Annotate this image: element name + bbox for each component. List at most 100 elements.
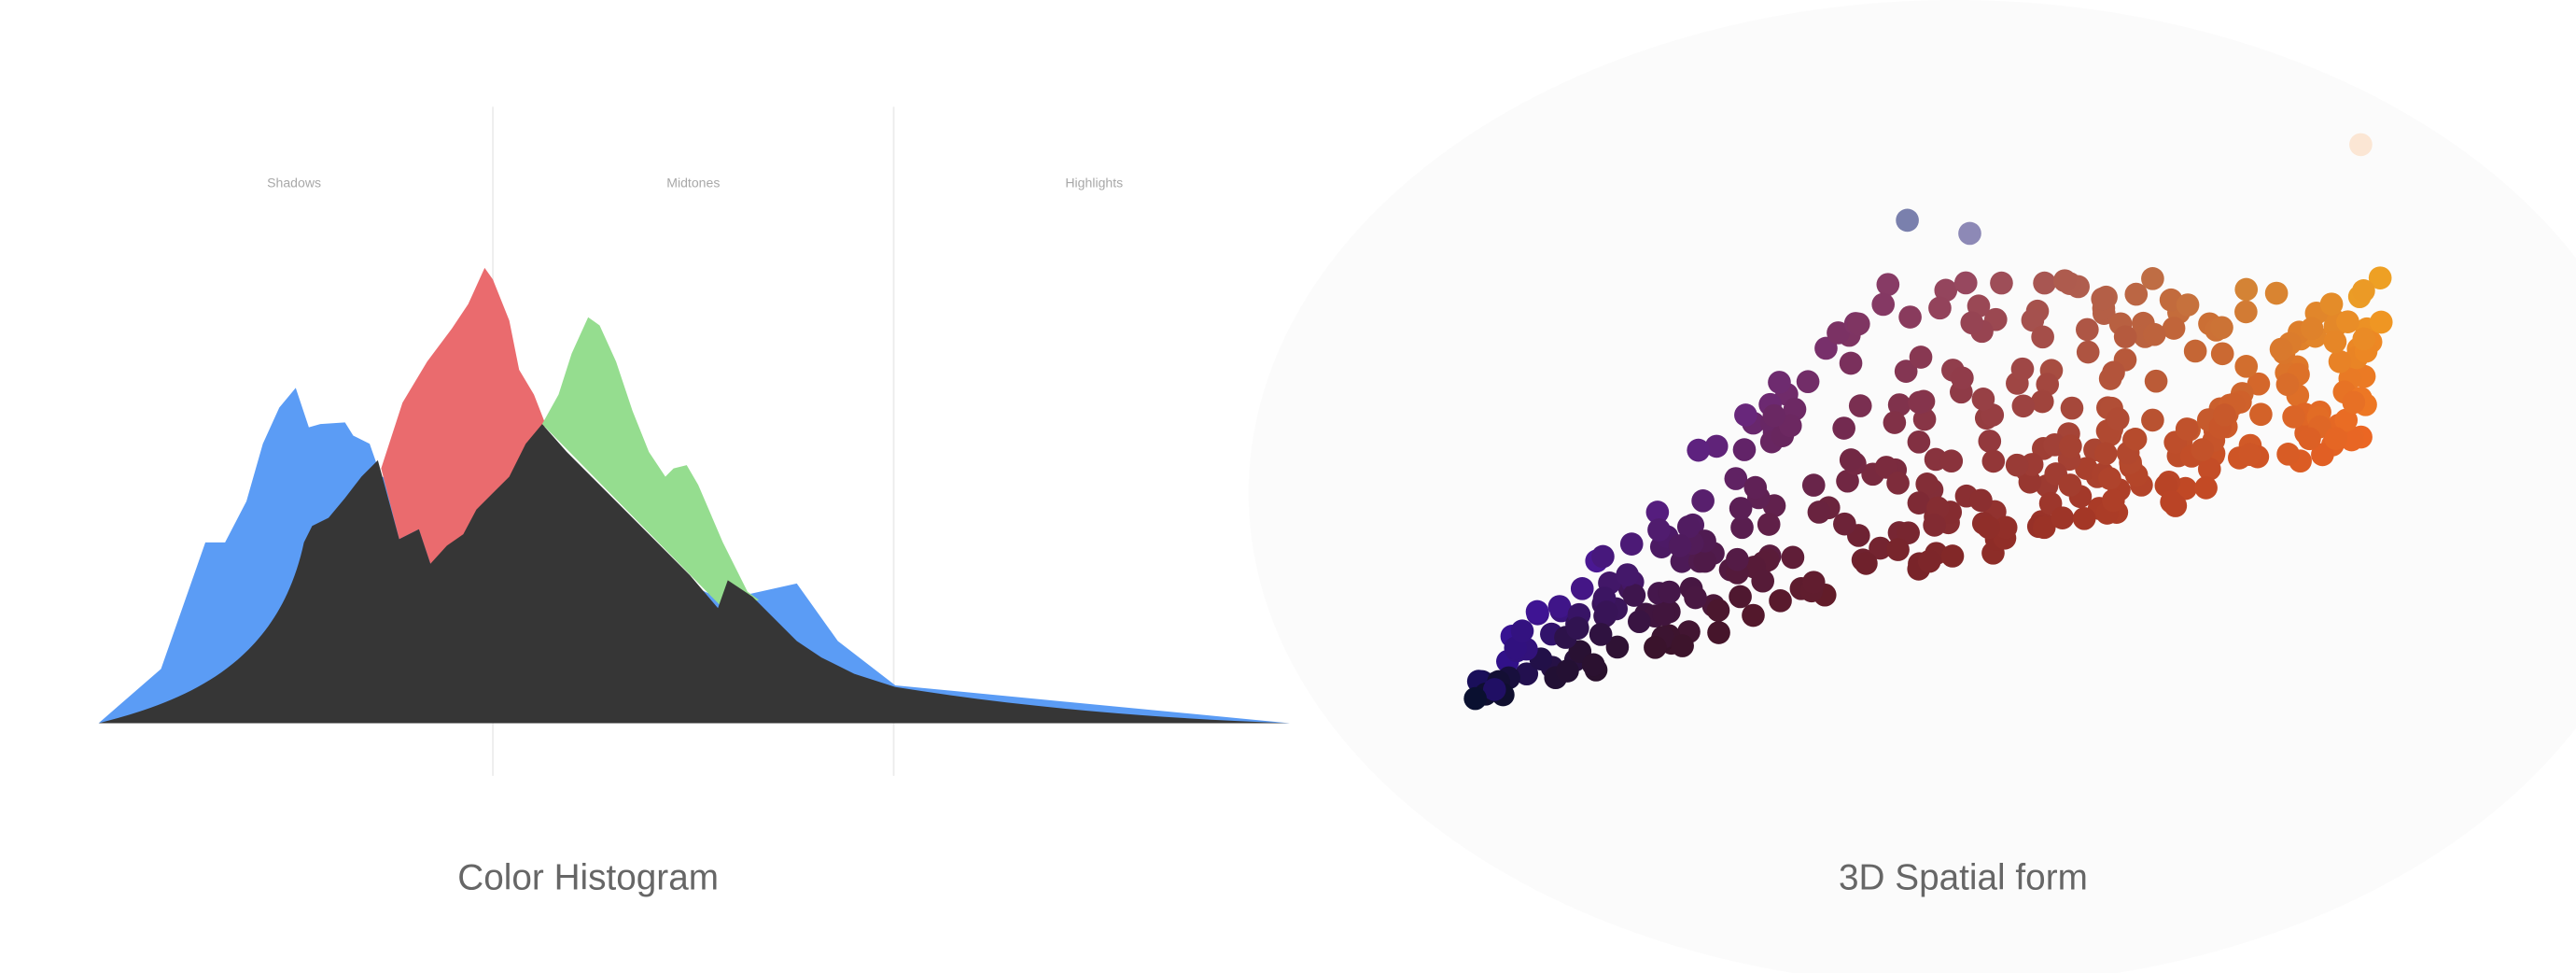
point bbox=[2324, 427, 2347, 450]
point bbox=[2124, 282, 2149, 306]
point bbox=[2031, 325, 2054, 349]
point bbox=[2191, 438, 2215, 461]
point bbox=[2005, 453, 2029, 477]
point bbox=[1886, 472, 1910, 495]
point bbox=[1556, 659, 1579, 683]
point bbox=[2106, 407, 2130, 430]
point bbox=[1915, 472, 1939, 496]
point bbox=[1628, 610, 1651, 634]
point bbox=[2300, 317, 2324, 341]
point bbox=[1814, 336, 1838, 360]
point bbox=[1591, 544, 1615, 569]
point bbox=[1969, 488, 1993, 513]
point bbox=[1886, 538, 1910, 561]
point bbox=[2052, 269, 2077, 292]
point bbox=[1874, 456, 1898, 479]
point bbox=[2102, 360, 2125, 385]
point bbox=[1871, 292, 1896, 317]
point bbox=[2076, 340, 2100, 364]
point bbox=[2010, 357, 2035, 381]
point bbox=[1801, 473, 1826, 497]
point bbox=[1769, 589, 1792, 613]
point bbox=[2033, 271, 2056, 295]
point bbox=[1869, 536, 1892, 560]
point bbox=[1706, 599, 1730, 622]
point bbox=[1839, 351, 1863, 375]
point bbox=[1645, 501, 1670, 524]
point bbox=[2175, 417, 2199, 441]
point bbox=[1676, 515, 1701, 539]
point bbox=[1994, 515, 2018, 540]
point bbox=[1734, 403, 1757, 427]
point bbox=[2197, 458, 2221, 481]
point bbox=[1883, 411, 1907, 434]
point bbox=[2113, 325, 2137, 348]
point bbox=[1928, 296, 1952, 320]
point bbox=[1730, 515, 1754, 540]
point bbox=[1836, 469, 1859, 493]
point bbox=[1855, 552, 1878, 575]
point bbox=[2011, 394, 2036, 418]
point bbox=[2264, 281, 2289, 305]
point bbox=[1707, 621, 1730, 644]
point bbox=[2298, 427, 2321, 451]
point bbox=[2091, 287, 2115, 311]
point bbox=[2369, 310, 2393, 334]
point bbox=[2030, 389, 2054, 414]
point bbox=[2323, 330, 2347, 354]
point bbox=[2238, 443, 2261, 467]
point bbox=[2368, 266, 2392, 289]
point bbox=[1953, 271, 1978, 295]
point bbox=[1887, 393, 1911, 416]
point bbox=[1907, 430, 1931, 454]
point bbox=[1848, 394, 1872, 417]
point bbox=[2144, 369, 2168, 393]
point bbox=[1726, 547, 1749, 571]
point bbox=[1907, 491, 1931, 515]
point bbox=[1801, 571, 1826, 594]
point bbox=[2328, 349, 2352, 374]
point bbox=[1691, 489, 1715, 513]
caption: Color Histogram bbox=[457, 857, 719, 897]
point bbox=[1482, 678, 1506, 701]
point bbox=[1525, 599, 1549, 624]
point bbox=[1751, 569, 1775, 593]
point bbox=[2141, 408, 2164, 432]
point bbox=[1693, 549, 1717, 573]
point bbox=[1917, 549, 1941, 573]
point bbox=[1978, 430, 2002, 453]
point bbox=[2342, 390, 2366, 415]
point bbox=[1742, 603, 1765, 628]
point bbox=[2352, 279, 2375, 303]
point bbox=[1876, 273, 1900, 297]
point bbox=[1570, 577, 1594, 600]
point bbox=[1671, 634, 1694, 657]
point bbox=[2102, 488, 2125, 513]
point bbox=[2269, 337, 2293, 361]
content: Shadows Midtones Highlights Color Histog… bbox=[98, 0, 2576, 973]
point bbox=[2275, 373, 2300, 397]
point bbox=[1807, 501, 1831, 524]
point bbox=[1839, 448, 1863, 472]
point bbox=[1951, 366, 1974, 390]
point bbox=[1827, 321, 1850, 345]
point bbox=[2072, 507, 2096, 530]
point bbox=[2018, 470, 2042, 494]
spatial-background bbox=[1248, 0, 2576, 973]
point bbox=[1833, 512, 1856, 536]
point bbox=[1908, 390, 1931, 415]
point bbox=[1934, 278, 1958, 303]
point bbox=[1652, 602, 1675, 627]
point bbox=[1757, 513, 1781, 536]
point bbox=[1463, 686, 1487, 711]
point bbox=[2234, 277, 2259, 302]
point bbox=[1960, 311, 1984, 335]
point bbox=[1940, 544, 1965, 568]
point bbox=[2098, 467, 2121, 490]
point bbox=[1971, 388, 1995, 411]
point bbox=[2162, 317, 2186, 340]
caption: 3D Spatial form bbox=[1839, 857, 2088, 897]
zone-label: Midtones bbox=[666, 176, 720, 190]
point bbox=[2234, 300, 2258, 324]
